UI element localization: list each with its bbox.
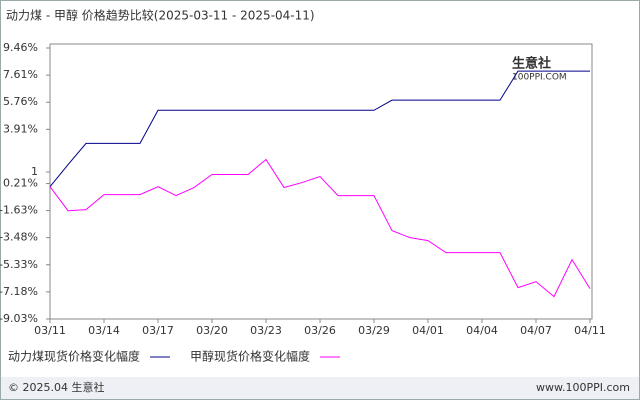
- y-tick-label: 3.91%: [3, 122, 38, 135]
- x-tick-label: 04/07: [520, 324, 552, 337]
- footer-left: © 2025.04 生意社: [8, 380, 104, 394]
- legend-label: 动力煤现货价格变化幅度: [8, 349, 140, 364]
- watermark-url: 100PPI.COM: [512, 73, 567, 83]
- y-tick-label: 0.21%: [3, 177, 38, 190]
- footer-right: www.100PPI.com: [536, 381, 630, 394]
- x-tick-label: 03/20: [196, 324, 228, 337]
- legend-label: 甲醇现货价格变化幅度: [190, 349, 310, 364]
- y-tick-label: -9.03%: [0, 312, 38, 325]
- y-tick-label: -7.18%: [0, 285, 38, 298]
- y-tick-label: -5.33%: [0, 258, 38, 271]
- x-tick-label: 03/14: [88, 324, 120, 337]
- x-tick-label: 04/01: [412, 324, 444, 337]
- series-line: [49, 70, 590, 187]
- x-tick-label: 03/23: [250, 324, 282, 337]
- footer-bar: [1, 377, 639, 399]
- watermark: 生意社: [512, 56, 551, 72]
- x-tick-label: 04/11: [574, 324, 606, 337]
- x-tick-label: 03/26: [304, 324, 336, 337]
- plot-area: [49, 43, 593, 320]
- y-tick-label: -3.48%: [0, 231, 38, 244]
- chart-title: 动力煤 - 甲醇 价格趋势比较(2025-03-11 - 2025-04-11): [6, 8, 315, 23]
- y-tick-label: 1: [31, 165, 38, 178]
- y-tick-label: 9.46%: [3, 41, 38, 54]
- series-line: [49, 158, 591, 298]
- y-tick-label: -1.63%: [0, 204, 38, 217]
- y-tick-label: 5.76%: [3, 95, 38, 108]
- x-tick-label: 03/17: [142, 324, 174, 337]
- x-tick-label: 03/29: [358, 324, 390, 337]
- y-tick-label: 7.61%: [3, 68, 38, 81]
- x-tick-label: 03/11: [34, 324, 66, 337]
- x-tick-label: 04/04: [466, 324, 498, 337]
